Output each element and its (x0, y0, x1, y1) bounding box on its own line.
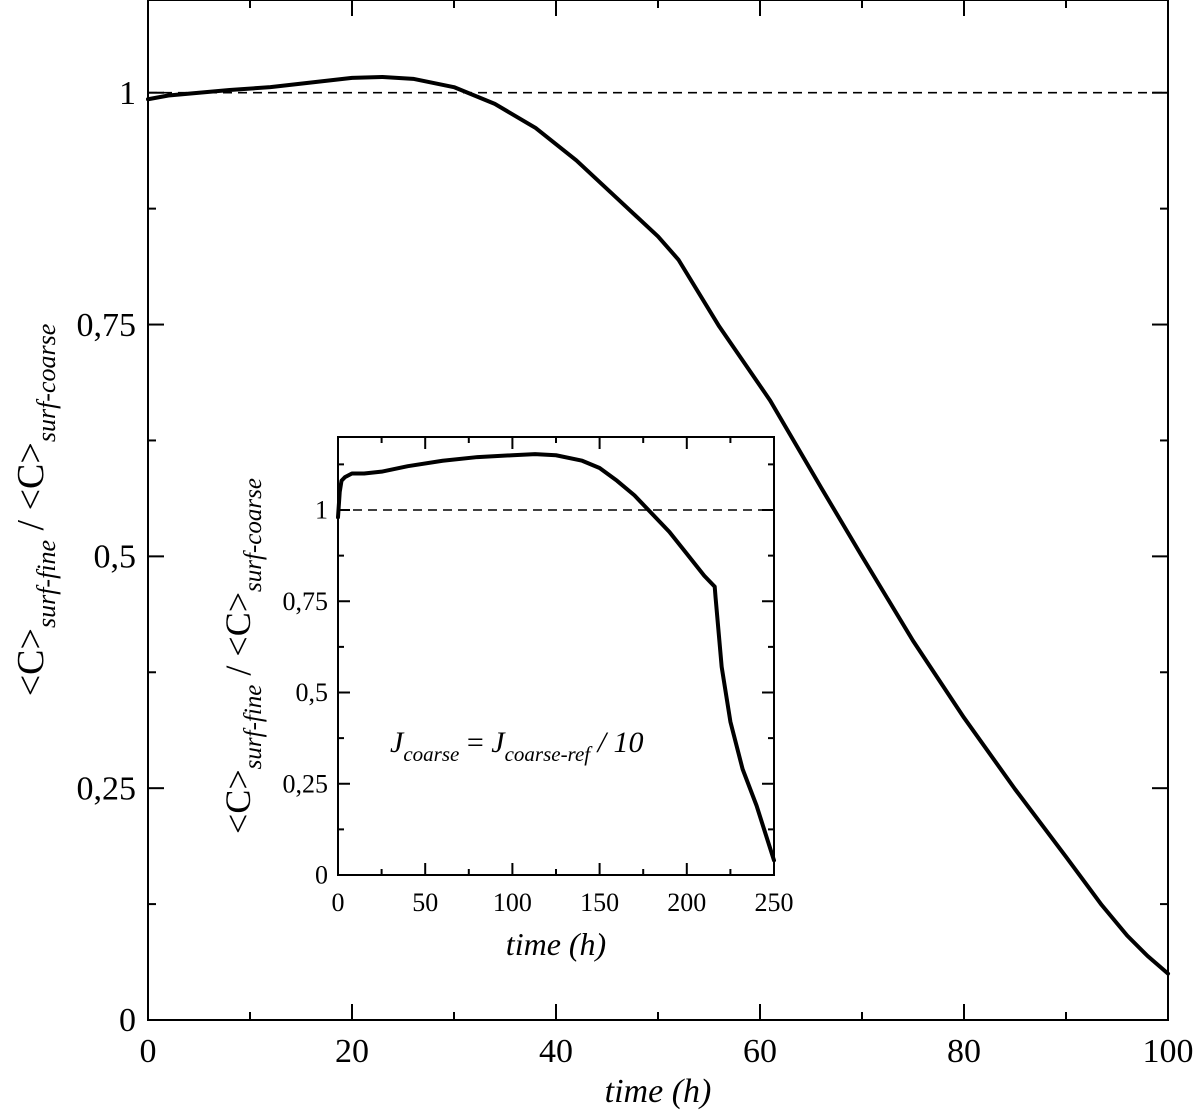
x-tick-label: 0 (332, 888, 345, 917)
main-ylabel-lhs-sub: surf-fine (32, 540, 61, 628)
inset-ylabel-lhs: <C> (218, 769, 258, 834)
inset-ylabel-rhs: <C> (218, 592, 258, 657)
main-x-axis-title: time (h) (605, 1073, 712, 1110)
inset-x-axis-title: time (h) (506, 926, 606, 962)
annotation-tail: / 10 (590, 726, 643, 759)
inset-y-axis-title: <C>surf-fine / <C>surf-coarse (218, 478, 267, 834)
y-tick-label: 0 (119, 1002, 136, 1039)
y-tick-label: 1 (315, 496, 328, 525)
x-tick-label: 50 (412, 888, 438, 917)
y-tick-label: 0,25 (283, 769, 329, 798)
main-series-line (146, 74, 1170, 976)
inset-ylabel-rhs-sub: surf-coarse (240, 478, 267, 592)
inset-series-line (336, 452, 776, 863)
main-ylabel-sep: / (10, 510, 52, 540)
inset-ticks: 0 50 100 150 200 250 0 0,25 0,5 0,75 1 (283, 437, 794, 917)
x-tick-label: 0 (140, 1033, 157, 1070)
y-tick-label: 1 (119, 75, 136, 112)
x-tick-label: 100 (1143, 1033, 1194, 1070)
x-tick-label: 20 (335, 1033, 369, 1070)
x-tick-label: 150 (580, 888, 619, 917)
main-ylabel-lhs: <C> (10, 628, 52, 696)
inset-ylabel-lhs-sub: surf-fine (240, 685, 267, 770)
annotation-j2: J (491, 726, 506, 759)
x-tick-label: 200 (667, 888, 706, 917)
y-tick-label: 0,75 (77, 307, 137, 344)
inset-background (338, 437, 774, 875)
x-tick-label: 250 (755, 888, 794, 917)
annotation-eq: = (459, 726, 491, 759)
inset-ylabel-sep: / (218, 657, 258, 685)
main-ylabel-rhs-sub: surf-coarse (32, 324, 61, 442)
y-tick-label: 0,5 (296, 678, 329, 707)
x-tick-label: 40 (539, 1033, 573, 1070)
x-tick-label: 80 (947, 1033, 981, 1070)
x-tick-label: 60 (743, 1033, 777, 1070)
y-tick-label: 0 (315, 861, 328, 890)
inset-plot: 0 50 100 150 200 250 0 0,25 0,5 0,75 1 time (h) <C… (218, 436, 794, 962)
annotation-j2-sub: coarse-ref (505, 742, 594, 766)
annotation-j1-sub: coarse (403, 742, 459, 766)
y-tick-label: 0,75 (283, 587, 329, 616)
main-ylabel-rhs: <C> (10, 442, 52, 510)
main-y-axis-title: <C>surf-fine / <C>surf-coarse (10, 324, 61, 697)
inset-annotation: Jcoarse = Jcoarse-ref / 10 (390, 726, 643, 766)
annotation-j1: J (390, 726, 405, 759)
x-tick-label: 100 (493, 888, 532, 917)
y-tick-label: 0,25 (77, 770, 137, 807)
y-tick-label: 0,5 (94, 539, 137, 576)
